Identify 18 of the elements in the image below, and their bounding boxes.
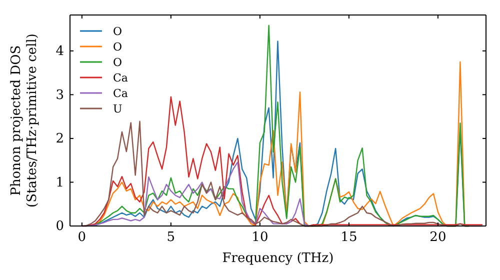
x-axis-title: Frequency (THz) [222, 251, 334, 266]
x-tick-label: 15 [340, 230, 358, 246]
x-tick-label: 0 [78, 230, 86, 246]
x-tick-label: 20 [430, 230, 446, 246]
y-axis-title: Phonon projected DOS (States/THz·primitive cell) [9, 33, 40, 208]
legend-label: O [113, 40, 122, 54]
x-tick-label: 10 [252, 230, 268, 246]
legend-label: O [113, 25, 122, 38]
y-tick-label: 4 [56, 44, 64, 60]
y-tick-label: 3 [56, 88, 64, 103]
legend-label: O [113, 56, 122, 69]
legend-label: U [113, 102, 122, 116]
y-tick-label: 1 [56, 175, 64, 190]
y-tick-label: 2 [56, 132, 64, 147]
x-tick-label: 5 [166, 230, 176, 246]
y-tick-label: 0 [56, 219, 64, 234]
legend-label: Ca [113, 72, 128, 84]
legend-label: Ca [113, 87, 128, 100]
